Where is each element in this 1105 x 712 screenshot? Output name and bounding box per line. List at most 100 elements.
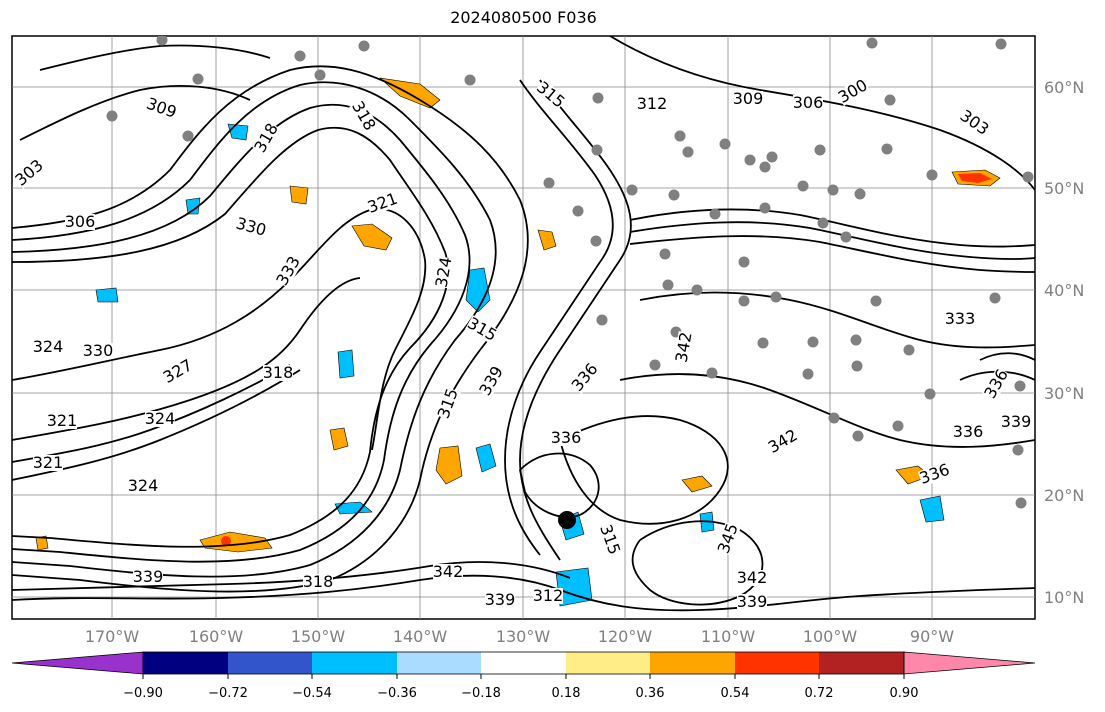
contour-label: 306 bbox=[65, 212, 96, 231]
map-frame bbox=[11, 35, 1036, 620]
negative-patch bbox=[475, 443, 497, 473]
latitude-label: 30°N bbox=[1044, 384, 1084, 403]
contour-label: 333 bbox=[945, 309, 976, 328]
contour-label: 312 bbox=[533, 586, 564, 605]
colorbar-tick-label: −0.54 bbox=[292, 686, 332, 701]
contour-label: 321 bbox=[33, 453, 64, 472]
longitude-labels: 170°W 160°W 150°W 140°W 130°W 120°W 110°W 100°W… bbox=[85, 627, 954, 646]
svg-text:324: 324 bbox=[33, 337, 64, 356]
svg-text:342: 342 bbox=[433, 562, 464, 581]
colorbar-bin bbox=[819, 652, 904, 674]
latitude-label: 20°N bbox=[1044, 486, 1084, 505]
positive-patch bbox=[35, 535, 49, 551]
colorbar-bin bbox=[481, 652, 566, 674]
positive-patch bbox=[289, 185, 309, 205]
svg-text:306: 306 bbox=[65, 212, 96, 231]
svg-text:309: 309 bbox=[733, 89, 764, 108]
positive-patch bbox=[435, 445, 463, 485]
contour-label: 312 bbox=[637, 94, 668, 113]
longitude-label: 90°W bbox=[910, 627, 954, 646]
storm-center-marker bbox=[558, 511, 576, 529]
contour-label: 309 bbox=[733, 89, 764, 108]
latitude-label: 50°N bbox=[1044, 179, 1084, 198]
contour-label: 336 bbox=[953, 422, 984, 441]
contour-label: 324 bbox=[145, 409, 176, 428]
positive-patch bbox=[351, 223, 393, 251]
negative-patch bbox=[95, 287, 119, 303]
negative-patch bbox=[185, 197, 201, 215]
svg-text:324: 324 bbox=[145, 409, 176, 428]
contour-label: 318 bbox=[303, 572, 334, 591]
svg-text:339: 339 bbox=[485, 590, 516, 609]
map-title: 2024080500 F036 bbox=[450, 8, 597, 27]
svg-text:342: 342 bbox=[737, 568, 768, 587]
colorbar-tick-label: 0.36 bbox=[636, 686, 665, 701]
positive-patch bbox=[199, 531, 273, 553]
svg-text:336: 336 bbox=[953, 422, 984, 441]
longitude-label: 170°W bbox=[85, 627, 140, 646]
colorbar-bin bbox=[566, 652, 650, 674]
svg-text:306: 306 bbox=[793, 93, 824, 112]
colorbar-tick-label: −0.90 bbox=[123, 686, 163, 701]
negative-patch bbox=[465, 267, 491, 313]
positive-patch bbox=[681, 475, 713, 493]
colorbar-tick-label: −0.36 bbox=[377, 686, 417, 701]
svg-text:321: 321 bbox=[33, 453, 64, 472]
svg-text:333: 333 bbox=[945, 309, 976, 328]
colorbar-tick-label: −0.72 bbox=[208, 686, 248, 701]
contour-label: 339 bbox=[133, 567, 164, 586]
colorbar-bin bbox=[143, 652, 228, 674]
svg-text:318: 318 bbox=[263, 363, 294, 382]
colorbar-bin bbox=[650, 652, 735, 674]
contour-label: 324 bbox=[33, 337, 64, 356]
colorbar-bin bbox=[397, 652, 481, 674]
colorbar-tick-label: 0.72 bbox=[805, 686, 834, 701]
contour-label: 321 bbox=[47, 411, 78, 430]
longitude-label: 150°W bbox=[291, 627, 346, 646]
contour-label: 339 bbox=[1001, 412, 1032, 431]
svg-text:339: 339 bbox=[133, 567, 164, 586]
contour-label: 330 bbox=[83, 341, 114, 360]
colorbar-bin bbox=[312, 652, 397, 674]
contour-label: 324 bbox=[432, 256, 456, 289]
contour-label: 342 bbox=[433, 562, 464, 581]
contour-label: 306 bbox=[793, 93, 824, 112]
colorbar-bin bbox=[228, 652, 312, 674]
latitude-label: 10°N bbox=[1044, 588, 1084, 607]
svg-text:312: 312 bbox=[637, 94, 668, 113]
station-markers bbox=[106, 36, 1034, 509]
latitude-label: 60°N bbox=[1044, 78, 1084, 97]
svg-text:336: 336 bbox=[551, 428, 582, 447]
latitude-labels: 60°N 50°N 40°N 30°N 20°N 10°N bbox=[1044, 78, 1084, 607]
positive-patch bbox=[537, 229, 557, 251]
colorbar-tick-label: 0.90 bbox=[890, 686, 919, 701]
strong-positive-patch bbox=[958, 173, 992, 183]
negative-patch bbox=[337, 349, 355, 379]
svg-text:324: 324 bbox=[128, 476, 159, 495]
longitude-label: 110°W bbox=[701, 627, 756, 646]
contour-label: 342 bbox=[737, 568, 768, 587]
colorbar: −0.90 −0.72 −0.54 −0.36 −0.18 0.18 0.36 0.54 0.7… bbox=[11, 651, 1036, 701]
latitude-label: 40°N bbox=[1044, 281, 1084, 300]
longitude-label: 120°W bbox=[598, 627, 653, 646]
contour-label: 324 bbox=[128, 476, 159, 495]
negative-patch bbox=[919, 495, 945, 523]
svg-text:330: 330 bbox=[83, 341, 114, 360]
svg-text:321: 321 bbox=[47, 411, 78, 430]
contour-label: 339 bbox=[485, 590, 516, 609]
svg-text:312: 312 bbox=[533, 586, 564, 605]
longitude-label: 140°W bbox=[393, 627, 448, 646]
colorbar-tick-label: 0.18 bbox=[552, 686, 581, 701]
contour-label: 318 bbox=[263, 363, 294, 382]
svg-text:318: 318 bbox=[303, 572, 334, 591]
colorbar-tick-label: 0.54 bbox=[721, 686, 750, 701]
colorbar-over-extension bbox=[903, 651, 1036, 675]
svg-text:339: 339 bbox=[1001, 412, 1032, 431]
longitude-label: 130°W bbox=[496, 627, 551, 646]
contour-label: 339 bbox=[737, 592, 768, 611]
strong-positive-patch bbox=[221, 536, 231, 546]
longitude-label: 100°W bbox=[803, 627, 858, 646]
svg-text:339: 339 bbox=[737, 592, 768, 611]
graticule bbox=[12, 36, 1035, 619]
